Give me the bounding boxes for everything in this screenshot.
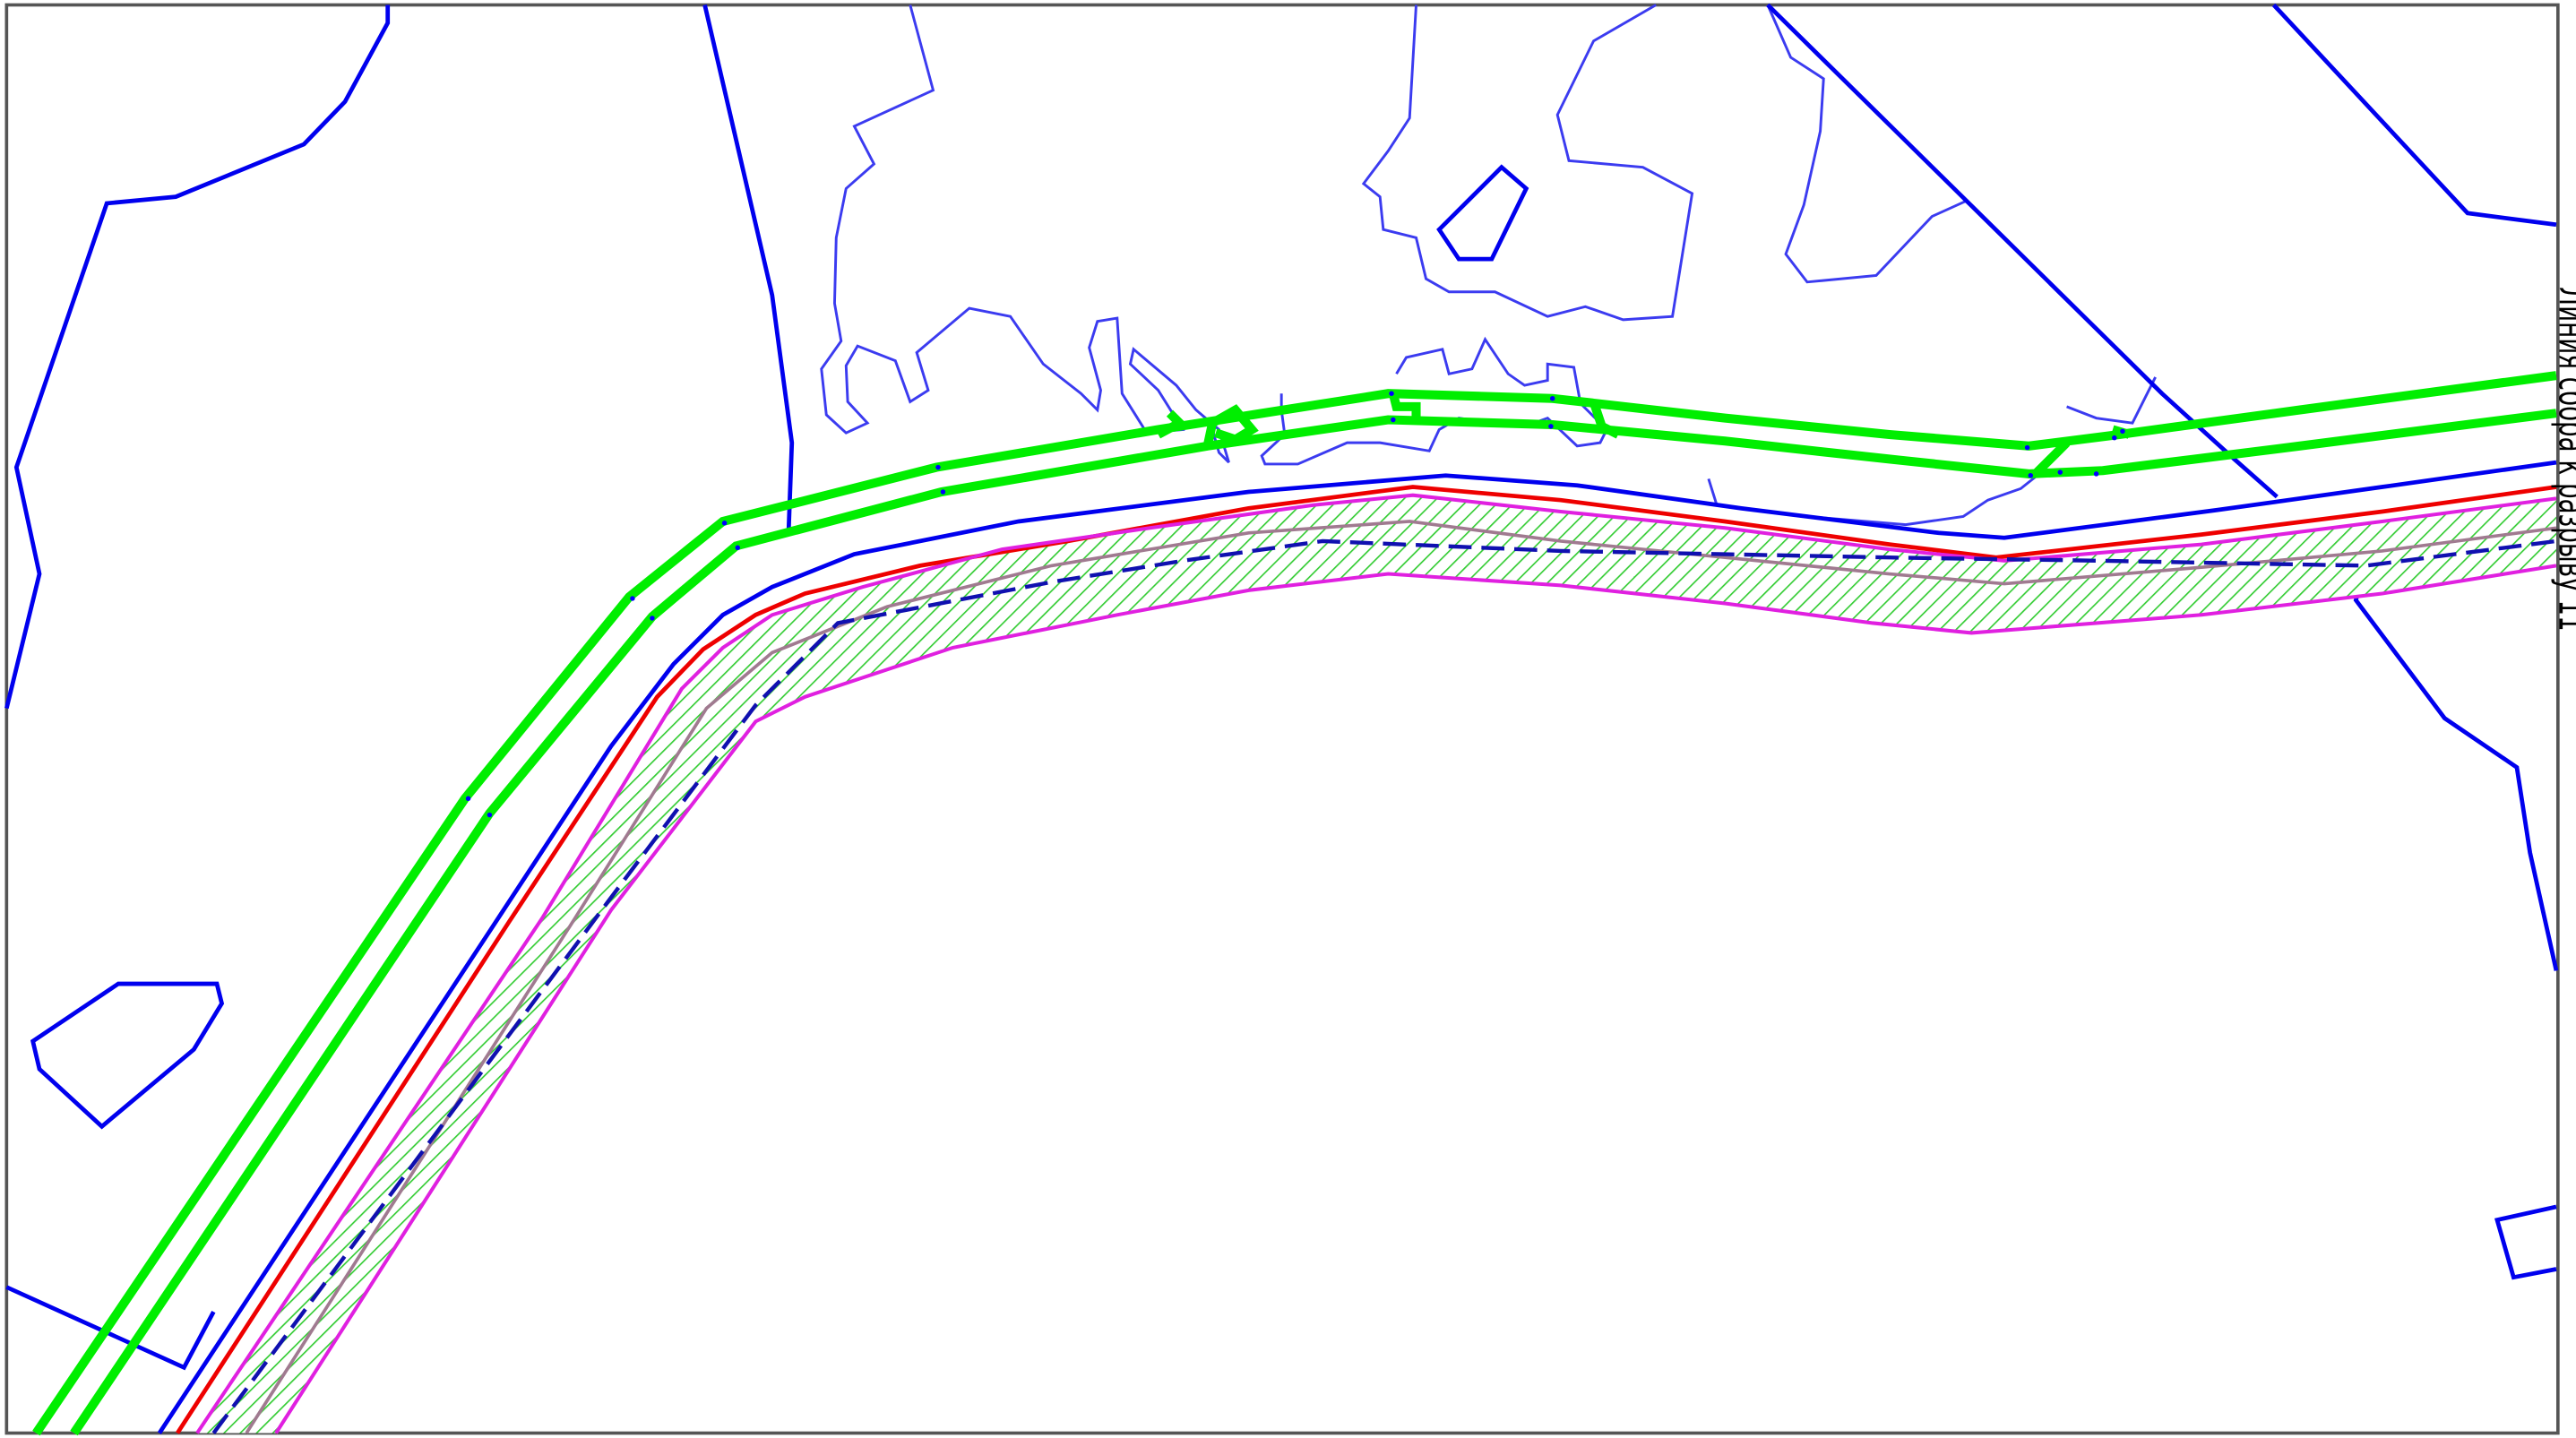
boundary-lines bbox=[4, 3, 2559, 1434]
corridor-connector bbox=[1156, 409, 1187, 439]
corridor-connector bbox=[1202, 404, 1259, 447]
point-markers bbox=[465, 391, 2125, 818]
boundary-line bbox=[2494, 1204, 2557, 1280]
vertex-marker bbox=[2093, 471, 2099, 477]
vertex-marker bbox=[2120, 428, 2125, 435]
corridor-upper-line bbox=[32, 371, 2557, 1436]
corridor-connector bbox=[1388, 392, 1421, 420]
vertex-marker bbox=[2112, 435, 2117, 441]
contour-line bbox=[1707, 474, 2038, 527]
boundary-line bbox=[5, 1285, 216, 1371]
contour-line bbox=[1766, 4, 1969, 284]
road-lines bbox=[176, 485, 2557, 1434]
contour-line bbox=[820, 4, 1230, 464]
hatched-zone bbox=[197, 495, 2556, 1434]
vertex-marker bbox=[2024, 444, 2030, 451]
contour-line bbox=[1260, 336, 1608, 466]
dashed-road-line bbox=[211, 538, 2557, 1434]
vertex-marker bbox=[465, 796, 471, 802]
boundary-line bbox=[702, 4, 795, 533]
red-road-line bbox=[176, 485, 2557, 1434]
vertex-marker bbox=[1548, 424, 1554, 429]
vertex-marker bbox=[2057, 469, 2063, 475]
corridor-connector bbox=[1589, 400, 1621, 439]
map-frame bbox=[4, 3, 2560, 1435]
vertex-marker bbox=[935, 464, 941, 470]
contour-lines bbox=[820, 4, 2157, 527]
vertex-marker bbox=[2028, 472, 2034, 478]
vertex-marker bbox=[487, 812, 493, 818]
boundary-line bbox=[4, 4, 391, 710]
vertex-marker bbox=[630, 596, 635, 601]
gray-road-line bbox=[245, 520, 2557, 1434]
vertex-marker bbox=[721, 521, 728, 526]
boundary-line bbox=[2271, 3, 2557, 228]
contour-closed-area bbox=[1436, 164, 1529, 262]
vertex-marker bbox=[735, 545, 741, 550]
corridor-lower-line bbox=[70, 409, 2557, 1436]
magenta-road-line bbox=[195, 493, 2557, 1434]
corridor-connector bbox=[2034, 439, 2071, 476]
contour-line bbox=[2066, 376, 2157, 425]
green-corridor bbox=[32, 371, 2557, 1436]
boundary-line bbox=[2353, 564, 2559, 971]
vertex-marker bbox=[1389, 391, 1394, 396]
vertex-marker bbox=[650, 616, 655, 621]
boundary-closed-area bbox=[30, 981, 225, 1130]
contour-line bbox=[1361, 4, 1694, 322]
hatched-area bbox=[197, 495, 2556, 1434]
magenta-road-line bbox=[274, 564, 2557, 1434]
road-outer-edge bbox=[157, 460, 2557, 1434]
vertex-marker bbox=[1549, 395, 1555, 401]
vertex-marker bbox=[940, 489, 946, 495]
side-label: Линия сбора к разрыву 11 bbox=[2550, 287, 2576, 631]
vertex-marker bbox=[1391, 417, 1396, 423]
